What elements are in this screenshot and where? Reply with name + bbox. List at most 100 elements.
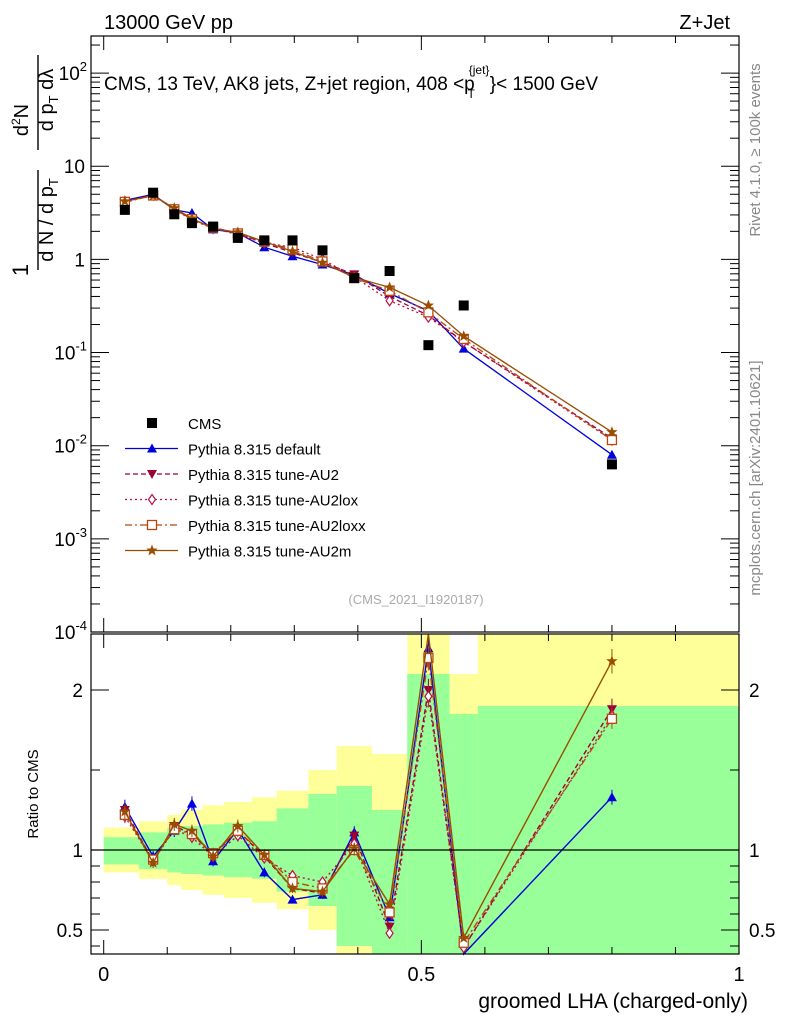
- point-au2m: [168, 202, 180, 213]
- series-line-au2m: [124, 195, 613, 433]
- point-default: [606, 449, 617, 459]
- plot-title-sub: T: [467, 87, 475, 101]
- ratio-ytick-label-right: 2: [749, 681, 760, 702]
- ratio-point-default: [259, 867, 270, 877]
- main-axes: 10-4 10-3 10-2 10-1 1 10 102: [54, 36, 740, 644]
- main-plot: 10-4 10-3 10-2 10-1 1 10 102 CMS, 13 TeV, AK8 …: [54, 35, 740, 644]
- ratio-point-au2loxx: [384, 907, 395, 918]
- ratio-point-au2m: [606, 655, 618, 667]
- legend-marker-au2lox: [147, 493, 157, 506]
- ylabel-deriv-den: d pT dλ: [36, 69, 61, 131]
- point-cms: [458, 300, 469, 311]
- ratio-point-default: [606, 792, 617, 802]
- point-cms: [423, 340, 434, 351]
- legend-label-au2: Pythia 8.315 tune-AU2: [188, 467, 339, 484]
- ratio-xtick-label: 1: [733, 964, 744, 986]
- point-default: [458, 343, 469, 353]
- ratio-point-au2m: [232, 820, 244, 831]
- header-left: 13000 GeV pp: [104, 12, 233, 34]
- ratio-ytick-label: 1: [72, 841, 83, 862]
- point-cms: [186, 218, 197, 229]
- ratio-plot-marks: [119, 633, 618, 956]
- point-au2m: [232, 226, 244, 238]
- main-ytick-label: 10-3: [54, 525, 87, 551]
- point-cms: [317, 245, 328, 256]
- series-line-au2lox: [124, 194, 613, 441]
- main-ytick-label: 102: [59, 59, 87, 85]
- main-ytick-label: 10-4: [54, 618, 87, 644]
- ylabel-fraction-den: d N / d pT: [36, 178, 61, 262]
- legend-marker-default: [147, 443, 157, 453]
- legend: CMS Pythia 8.315 default Pythia 8.315 tune…: [125, 416, 366, 561]
- plot-title-sup: {jet}: [469, 63, 490, 77]
- ratio-point-au2m: [258, 848, 270, 860]
- legend-marker-au2m: [146, 544, 158, 556]
- point-au2lox: [385, 294, 394, 307]
- legend-marker-au2: [147, 470, 157, 479]
- main-ytick-label: 1: [74, 250, 85, 271]
- ratio-point-au2m: [207, 850, 219, 862]
- ratio-ytick-label: 0.5: [57, 921, 83, 942]
- ratio-point-au2loxx: [423, 652, 434, 664]
- point-cms: [287, 235, 298, 246]
- plot-title-tail: }< 1500 GeV: [490, 74, 599, 95]
- ratio-xtick-label: 0.5: [407, 964, 435, 986]
- ratio-plot: 0.5 0.5 1 1 2 2 0 0.5 1: [57, 633, 775, 986]
- main-ylabel: 1 d N / d pT d2N d pT dλ: [8, 55, 61, 276]
- point-cms: [148, 187, 159, 198]
- point-cms: [232, 232, 243, 243]
- ratio-point-au2m: [186, 824, 198, 836]
- ratio-frame: [90, 633, 740, 955]
- ratio-ytick-label-right: 0.5: [749, 921, 775, 942]
- ratio-point-default: [186, 798, 197, 808]
- ratio-point-au2m: [348, 842, 360, 854]
- point-au2m: [186, 212, 198, 224]
- band-green: [103, 837, 140, 865]
- point-cms: [208, 221, 219, 232]
- point-au2m: [316, 256, 329, 268]
- ylabel-deriv-num: d2N: [9, 104, 33, 136]
- ratio-ylabel: Ratio to CMS: [25, 749, 42, 838]
- point-au2m: [606, 426, 618, 437]
- plot-title-main: CMS, 13 TeV, AK8 jets, Z+jet region, 408…: [104, 74, 475, 95]
- rivet-label: Rivet 4.1.0, ≥ 100k events: [747, 63, 764, 236]
- ratio-point-au2m: [383, 898, 396, 910]
- point-cms: [349, 273, 360, 284]
- main-ytick-label: 10-2: [54, 432, 87, 458]
- ratio-point-au2lox: [385, 927, 394, 940]
- band-green: [449, 714, 478, 954]
- ratio-point-default: [287, 894, 298, 904]
- ratio-line-au2lox: [124, 696, 613, 950]
- ratio-xtick-label: 0: [98, 964, 109, 986]
- legend-marker-au2loxx: [146, 519, 158, 531]
- point-cms: [606, 459, 617, 470]
- main-plot-marks: [119, 187, 618, 470]
- point-au2loxx: [606, 434, 618, 446]
- ratio-point-au2m: [458, 932, 470, 943]
- header-right: Z+Jet: [679, 12, 730, 34]
- ratio-point-au2loxx: [606, 713, 618, 724]
- series-line-au2loxx: [124, 194, 613, 441]
- legend-label-au2m: Pythia 8.315 tune-AU2m: [188, 544, 351, 561]
- point-au2m: [119, 195, 131, 207]
- ratio-point-au2: [349, 831, 360, 841]
- ratio-point-au2m: [168, 818, 180, 830]
- point-au2m: [383, 281, 396, 293]
- band-green: [407, 674, 450, 954]
- analysis-watermark: (CMS_2021_I1920187): [348, 592, 483, 607]
- point-cms: [169, 209, 180, 220]
- legend-label-au2lox: Pythia 8.315 tune-AU2lox: [188, 493, 359, 510]
- ratio-point-au2m: [147, 856, 159, 868]
- ratio-ytick-label: 2: [72, 681, 83, 702]
- point-au2m: [422, 299, 435, 311]
- point-cms: [384, 266, 395, 277]
- main-ytick-label: 10: [64, 157, 85, 178]
- point-au2m: [458, 330, 470, 341]
- point-cms: [119, 204, 130, 215]
- point-au2m: [286, 245, 299, 257]
- point-cms: [259, 235, 270, 246]
- main-frame: [90, 35, 740, 633]
- ratio-point-au2m: [286, 882, 299, 894]
- ylabel-fraction-num: 1: [8, 264, 33, 276]
- ratio-point-au2lox: [424, 690, 433, 703]
